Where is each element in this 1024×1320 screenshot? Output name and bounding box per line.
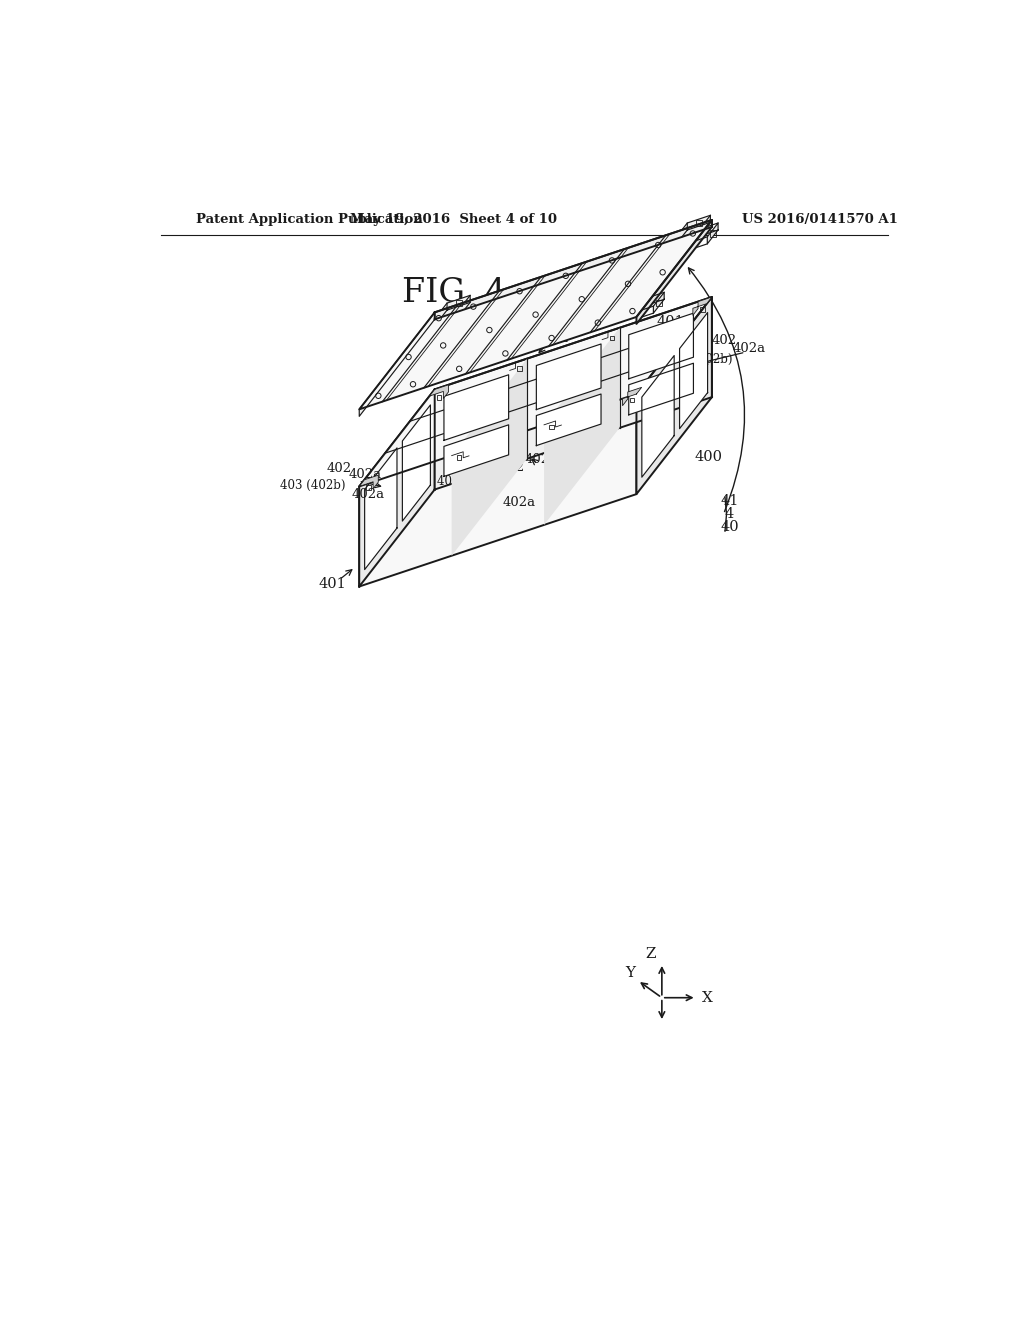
- Text: Y: Y: [626, 966, 636, 981]
- Polygon shape: [680, 313, 708, 429]
- Text: 403 (402b): 403 (402b): [452, 341, 517, 352]
- Polygon shape: [359, 475, 378, 488]
- Text: 402a: 402a: [348, 469, 381, 482]
- Bar: [655, 300, 662, 306]
- Polygon shape: [642, 355, 674, 478]
- Polygon shape: [653, 292, 665, 313]
- Polygon shape: [687, 215, 711, 230]
- Polygon shape: [693, 297, 712, 315]
- Polygon shape: [452, 359, 527, 556]
- Text: 4: 4: [725, 507, 734, 521]
- Text: X: X: [701, 991, 713, 1005]
- Text: May 19, 2016  Sheet 4 of 10: May 19, 2016 Sheet 4 of 10: [350, 214, 557, 227]
- Polygon shape: [359, 313, 435, 416]
- Polygon shape: [708, 223, 718, 244]
- Bar: [367, 486, 371, 490]
- Bar: [517, 367, 522, 371]
- Text: US 2016/0141570 A1: US 2016/0141570 A1: [741, 214, 898, 227]
- Text: 402: 402: [514, 325, 540, 338]
- Bar: [457, 455, 462, 459]
- Text: 400: 400: [450, 358, 478, 372]
- Bar: [630, 397, 635, 403]
- Polygon shape: [637, 220, 712, 323]
- Text: 40: 40: [720, 520, 739, 535]
- Text: 402a: 402a: [351, 488, 384, 502]
- Polygon shape: [637, 297, 712, 494]
- Text: 402a: 402a: [524, 453, 557, 466]
- Polygon shape: [359, 297, 712, 487]
- Text: Z: Z: [646, 946, 656, 961]
- Polygon shape: [629, 313, 693, 379]
- Polygon shape: [623, 387, 642, 405]
- Polygon shape: [359, 389, 435, 586]
- Polygon shape: [537, 345, 601, 409]
- Text: 401: 401: [656, 315, 684, 329]
- Bar: [456, 300, 462, 306]
- Text: 402: 402: [712, 334, 736, 347]
- Polygon shape: [359, 397, 712, 586]
- Text: 402a: 402a: [553, 446, 586, 459]
- Polygon shape: [544, 327, 620, 525]
- Polygon shape: [629, 363, 693, 414]
- Text: 403 (402b): 403 (402b): [436, 474, 502, 487]
- Text: 402: 402: [327, 462, 352, 475]
- Text: 41: 41: [721, 494, 738, 508]
- Polygon shape: [444, 425, 509, 477]
- Polygon shape: [359, 220, 712, 409]
- Text: 402: 402: [499, 462, 524, 474]
- Polygon shape: [402, 405, 430, 521]
- Bar: [610, 335, 614, 341]
- Polygon shape: [537, 395, 601, 446]
- Polygon shape: [435, 220, 712, 319]
- Bar: [700, 308, 705, 312]
- Text: 400: 400: [695, 450, 723, 463]
- Polygon shape: [365, 447, 397, 570]
- Polygon shape: [435, 297, 712, 490]
- Polygon shape: [444, 375, 509, 441]
- Bar: [549, 425, 554, 429]
- Text: Patent Application Publication: Patent Application Publication: [196, 214, 423, 227]
- Text: 402a: 402a: [732, 342, 765, 355]
- Polygon shape: [359, 395, 637, 586]
- Text: 403 (402b): 403 (402b): [667, 354, 732, 367]
- Polygon shape: [429, 385, 449, 399]
- Bar: [710, 231, 716, 236]
- Text: 401: 401: [318, 577, 346, 591]
- Text: FIG. 4: FIG. 4: [401, 277, 506, 309]
- Text: 402a: 402a: [536, 333, 568, 346]
- Bar: [437, 395, 441, 400]
- Polygon shape: [447, 296, 470, 310]
- Text: 403 (402b): 403 (402b): [280, 479, 345, 492]
- Text: 402a: 402a: [503, 496, 536, 510]
- Bar: [695, 219, 701, 226]
